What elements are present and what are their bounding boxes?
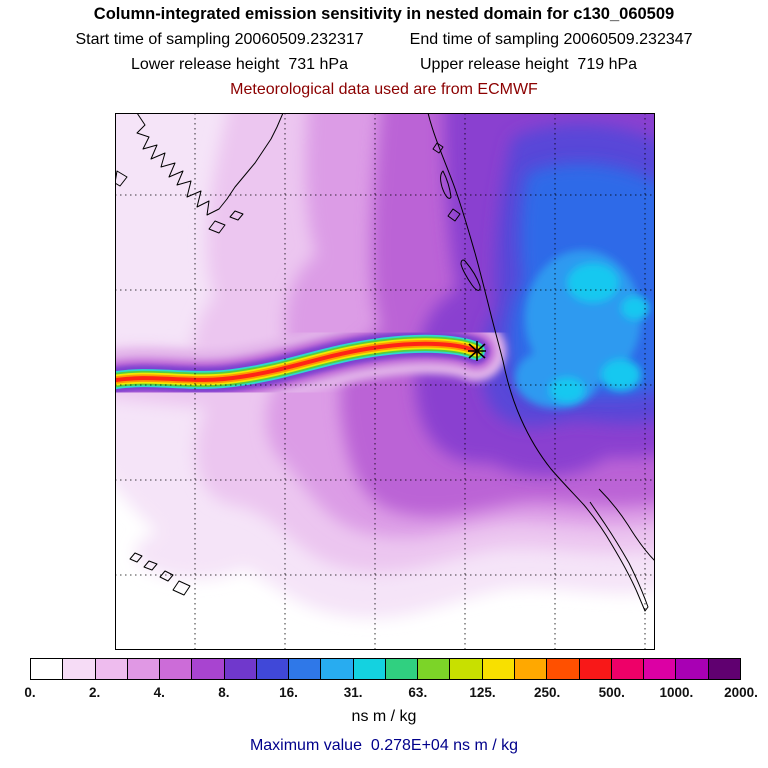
plume-core <box>115 334 485 390</box>
graticule <box>115 113 655 650</box>
colorbar-tick-label: 8. <box>218 685 230 700</box>
end-time-label: End time of sampling 20060509.232347 <box>409 31 693 48</box>
figure-title: Column-integrated emission sensitivity i… <box>93 5 675 23</box>
colorbar-segment <box>191 659 224 679</box>
colorbar-tick-label: 0. <box>24 685 36 700</box>
release-heights-row: Lower release height 731 hPa Upper relea… <box>0 56 768 74</box>
map-plot <box>115 113 655 650</box>
units-label: ns m / kg <box>351 708 417 725</box>
colorbar-segment <box>255 659 289 679</box>
colorbar-segment <box>481 659 514 679</box>
colorbar-tick-label: 2000. <box>724 685 758 700</box>
colorbar-tick-label: 500. <box>598 685 625 700</box>
colorbar-segment <box>320 659 353 679</box>
colorbar-segment <box>352 659 385 679</box>
dispersion-plume <box>115 313 506 411</box>
met-data-label: Meteorological data used are from ECMWF <box>230 81 538 98</box>
colorbar-ticks: 0. 2. 4. 8. 16. 31. 63. 125. 250. 500. 1000. 2000. <box>24 685 758 701</box>
colorbar-tick-label: 63. <box>408 685 428 700</box>
max-value-label: Maximum value 0.278E+04 ns m / kg <box>249 737 519 754</box>
colorbar <box>30 658 741 680</box>
colorbar-segment <box>643 659 676 679</box>
colorbar-segment <box>94 659 127 679</box>
colorbar-segment <box>546 659 579 679</box>
start-time-label: Start time of sampling 20060509.232317 <box>75 31 364 48</box>
upper-release-label: Upper release height 719 hPa <box>420 56 638 73</box>
colorbar-segment <box>578 659 611 679</box>
colorbar-segment <box>449 659 482 679</box>
colorbar-tick-label: 31. <box>343 685 363 700</box>
colorbar-segment <box>513 659 547 679</box>
colorbar-segment <box>384 659 418 679</box>
map-border <box>115 113 655 650</box>
colorbar-segment <box>159 659 192 679</box>
colorbar-segment <box>288 659 321 679</box>
colorbar-tick-label: 16. <box>279 685 298 700</box>
coastline-north-america <box>427 113 655 612</box>
colorbar-segment <box>675 659 708 679</box>
receptor-star-marker <box>468 341 486 361</box>
sampling-times-row: Start time of sampling 20060509.232317 E… <box>0 31 768 49</box>
colorbar-tick-label: 2. <box>88 685 101 700</box>
lower-release-label: Lower release height 731 hPa <box>130 56 348 73</box>
coastlines <box>115 113 655 612</box>
coastline-alaska <box>115 113 284 234</box>
colorbar-segment <box>62 659 95 679</box>
colorbar-segment <box>31 659 63 679</box>
coastline-hawaii <box>129 552 191 596</box>
colorbar-segment <box>707 659 740 679</box>
colorbar-tick-label: 250. <box>533 685 561 700</box>
colorbar-tick-label: 1000. <box>659 685 694 700</box>
colorbar-tick-label: 125. <box>469 685 496 700</box>
colorbar-segment <box>126 659 160 679</box>
colorbar-segment <box>610 659 644 679</box>
colorbar-segment <box>223 659 256 679</box>
colorbar-segment <box>417 659 450 679</box>
colorbar-tick-label: 4. <box>153 685 165 700</box>
